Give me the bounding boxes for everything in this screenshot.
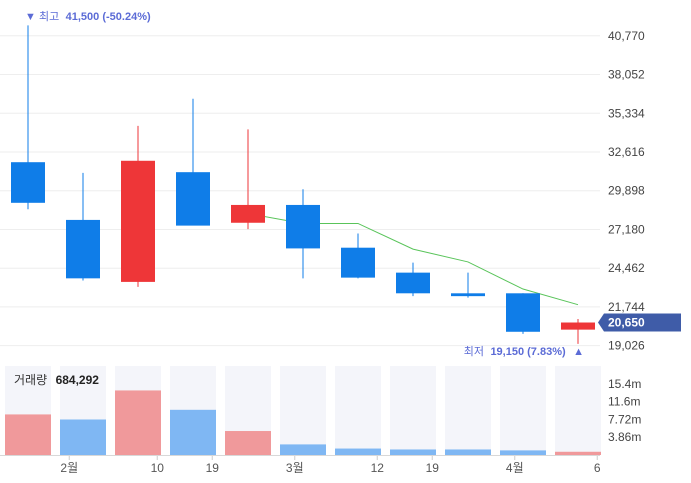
candle <box>176 98 210 226</box>
high-annotation-prefix: ▼ 최고 <box>25 10 59 23</box>
volume-bar <box>60 419 106 455</box>
candle <box>231 129 265 230</box>
volume-tick-label: 15.4m <box>608 377 641 391</box>
candle <box>66 172 100 281</box>
x-axis-label: 12 <box>371 461 385 475</box>
volume-slot-background <box>335 366 381 455</box>
low-price-annotation: 최저 19,150 (7.83%) ▲ <box>464 342 584 359</box>
candle-body <box>451 293 485 297</box>
candle-body <box>286 204 320 249</box>
candle <box>561 318 595 344</box>
candle <box>506 293 540 334</box>
volume-bar <box>555 451 601 455</box>
low-annotation-suffix: ▲ <box>573 346 584 358</box>
volume-slot-background <box>555 366 601 455</box>
volume-tick-label: 7.72m <box>608 412 641 426</box>
volume-slot-background <box>500 366 546 455</box>
x-axis-label: 4월 <box>506 461 524 475</box>
current-price-badge: 20,650 <box>598 313 681 332</box>
volume-bar <box>5 414 51 455</box>
low-annotation-value: 19,150 (7.83%) <box>490 346 566 358</box>
candle-body <box>121 160 155 282</box>
x-axis-label: 2월 <box>60 461 78 475</box>
volume-bar <box>500 450 546 455</box>
volume-title: 거래량 684,292 <box>14 371 99 388</box>
candle <box>341 233 375 279</box>
price-tick-label: 21,744 <box>608 300 645 314</box>
x-axis-label: 6 <box>594 461 601 475</box>
candle-body <box>341 247 375 278</box>
price-tick-label: 27,180 <box>608 222 645 236</box>
price-tick-label: 19,026 <box>608 339 645 353</box>
candle <box>121 125 155 287</box>
candle-body <box>176 172 210 226</box>
price-tick-label: 38,052 <box>608 68 645 82</box>
low-annotation-prefix: 최저 <box>464 345 484 358</box>
price-tick-label: 32,616 <box>608 145 645 159</box>
x-axis-label: 19 <box>206 461 220 475</box>
x-axis: 2월 10 19 3월 12 19 4월 6 <box>60 456 601 475</box>
candle <box>286 189 320 279</box>
volume-bars-layer <box>5 390 601 455</box>
volume-slot-background <box>280 366 326 455</box>
high-price-annotation: ▼ 최고 41,500 (-50.24%) <box>25 7 151 24</box>
volume-bar <box>335 448 381 455</box>
candle-body <box>561 322 595 330</box>
price-tick-label: 40,770 <box>608 29 645 43</box>
price-tick-label: 35,334 <box>608 106 645 120</box>
candle <box>451 272 485 298</box>
x-axis-label: 10 <box>151 461 165 475</box>
volume-tick-label: 3.86m <box>608 430 641 444</box>
volume-title-label: 거래량 <box>14 373 47 387</box>
volume-slot-background <box>390 366 436 455</box>
candle <box>11 25 45 210</box>
volume-axis: 15.4m 11.6m 7.72m 3.86m <box>608 377 641 444</box>
candle <box>396 262 430 297</box>
candle-body <box>506 293 540 332</box>
candlestick-layer <box>11 25 595 344</box>
price-tick-label: 29,898 <box>608 184 645 198</box>
x-axis-label: 3월 <box>286 461 304 475</box>
candle-body <box>231 204 265 223</box>
volume-bar <box>280 444 326 455</box>
volume-bar <box>115 390 161 455</box>
volume-slot-background <box>445 366 491 455</box>
x-axis-label: 19 <box>426 461 440 475</box>
high-annotation-value: 41,500 (-50.24%) <box>66 11 151 23</box>
volume-bar <box>445 449 491 455</box>
candle-body <box>11 162 45 203</box>
volume-tick-label: 11.6m <box>608 395 640 409</box>
price-axis: 40,770 38,052 35,334 32,616 29,898 27,180 24,4… <box>608 29 645 353</box>
price-tick-label: 24,462 <box>608 261 645 275</box>
candle-body <box>66 219 100 279</box>
current-price-label: 20,650 <box>608 316 645 330</box>
volume-bar <box>390 449 436 455</box>
volume-total-value: 684,292 <box>56 373 100 387</box>
candle-body <box>396 272 430 294</box>
current-price-badge-shape <box>598 313 681 332</box>
volume-bar <box>170 409 216 455</box>
volume-bar <box>225 431 271 455</box>
